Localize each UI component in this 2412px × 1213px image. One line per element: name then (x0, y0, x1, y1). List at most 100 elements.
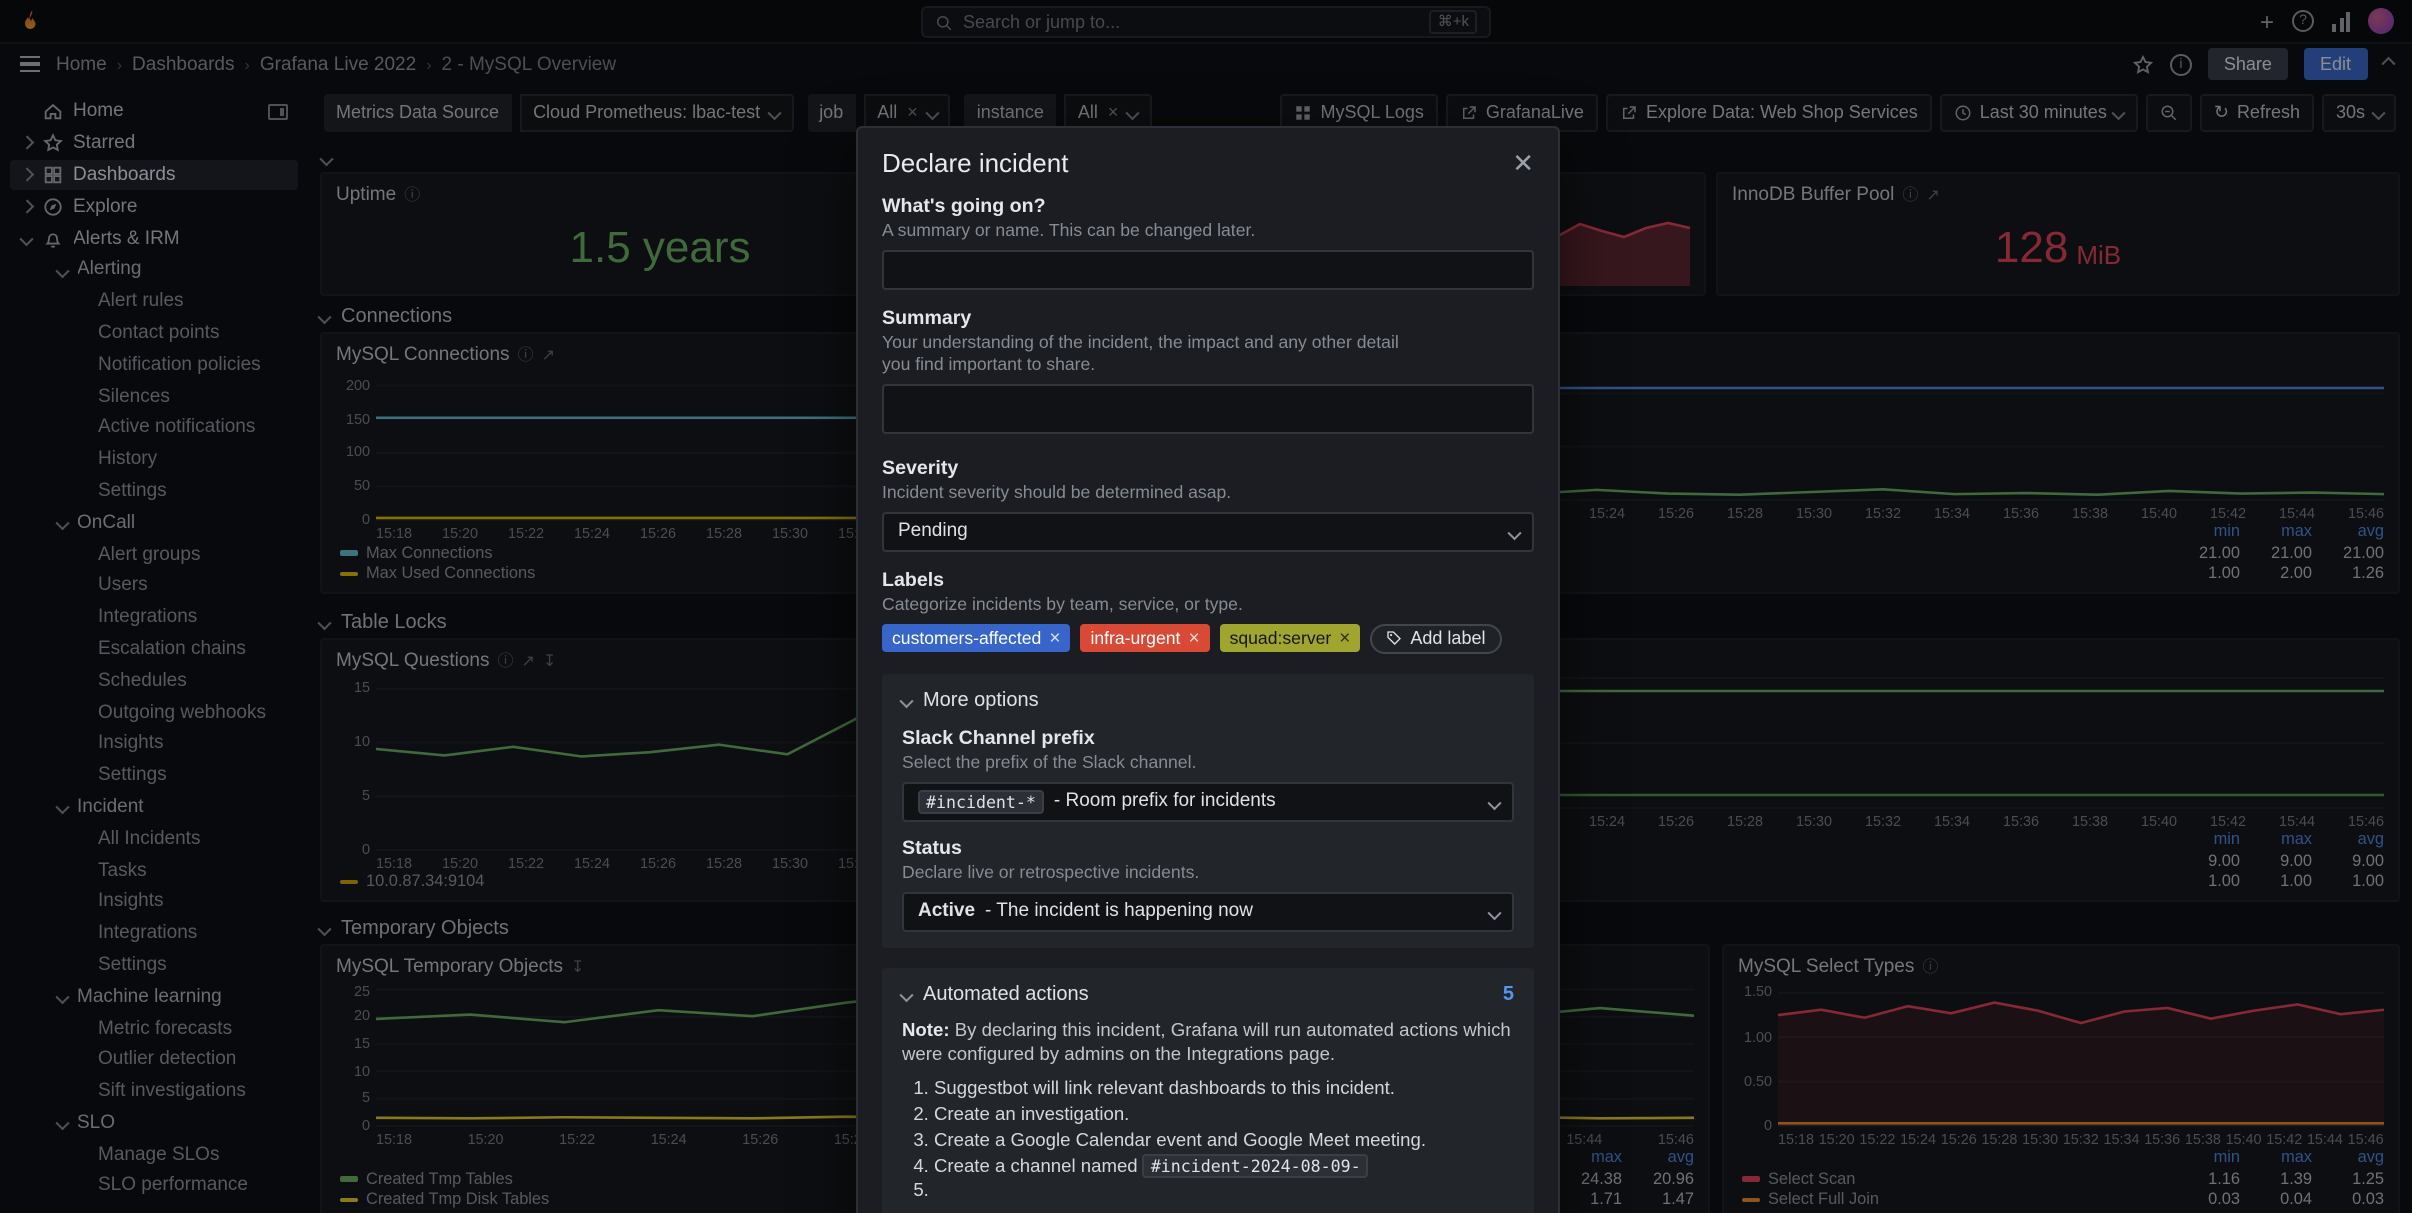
row-table-locks[interactable]: Table Locks (318, 610, 447, 634)
legend-sort-max[interactable]: max (2281, 522, 2312, 540)
refresh-interval-select[interactable]: 30s (2321, 93, 2396, 131)
search-input[interactable]: Search or jump to... ⌘+k (921, 6, 1491, 38)
instance-variable-select[interactable]: All × (1063, 93, 1152, 131)
legend-row[interactable]: 21.00 21.00 21.00 (1386, 542, 2384, 563)
legend-item[interactable]: 10.0.87.34:9104 (340, 871, 1336, 892)
sidebar-item-home[interactable]: Home (10, 96, 298, 128)
breadcrumb-item-dashboards[interactable]: Dashboards (132, 53, 235, 75)
panel-title[interactable]: InnoDB Buffer Pool (1732, 184, 1895, 206)
incident-name-input[interactable] (882, 249, 1534, 290)
zoom-out-button[interactable] (2145, 93, 2192, 131)
close-icon[interactable]: ✕ (1512, 148, 1534, 178)
legend-sort-max[interactable]: max (1591, 1148, 1622, 1166)
refresh-button[interactable]: ↻ Refresh (2199, 93, 2314, 131)
legend-row[interactable]: Select Scan 1.16 1.39 1.25 (1742, 1168, 2384, 1189)
legend-swatch (340, 879, 358, 884)
star-icon[interactable] (2132, 53, 2154, 75)
channel-name-code: #incident-2024-08-09- (1142, 1153, 1369, 1178)
job-variable-label: job (807, 93, 856, 131)
info-icon[interactable]: ⓘ (404, 185, 421, 203)
panel-title[interactable]: MySQL Select Types (1738, 956, 1915, 978)
breadcrumb-item-grafana-live-2022[interactable]: Grafana Live 2022 (259, 53, 417, 75)
x-axis-label: 15:20 (467, 1130, 504, 1148)
info-icon[interactable]: ⓘ (1902, 185, 1919, 203)
info-icon[interactable]: ⓘ (497, 651, 514, 669)
info-circle-icon[interactable]: i (2169, 53, 2192, 75)
legend-value: 1.39 (2280, 1169, 2312, 1188)
row-temporary-objects[interactable]: Temporary Objects (318, 916, 509, 940)
x-axis-label: 15:40 (2225, 1130, 2262, 1148)
panel-title[interactable]: Uptime (336, 184, 397, 206)
legend-row[interactable]: 1.00 1.00 1.00 (1386, 871, 2384, 892)
grafana-logo[interactable] (18, 7, 46, 35)
row-connections[interactable]: Connections (318, 304, 452, 328)
label-chip-customers-affected[interactable]: customers-affected × (882, 624, 1071, 653)
activity-icon[interactable] (2332, 11, 2350, 31)
panel-title[interactable]: MySQL Questions (336, 650, 490, 672)
legend-sort-max[interactable]: max (2281, 830, 2312, 848)
remove-label-icon[interactable]: × (1049, 627, 1061, 650)
job-variable-select[interactable]: All × (863, 93, 951, 131)
legend-row[interactable]: 1.00 2.00 1.26 (1386, 563, 2384, 584)
menu-toggle-icon[interactable] (20, 56, 40, 72)
external-link-icon[interactable]: ↗ (521, 651, 535, 669)
sidebar-item-alerts-irm[interactable]: Alerts & IRM (10, 222, 298, 254)
legend-item[interactable]: Max Connections (340, 542, 1336, 563)
clear-icon[interactable]: × (1107, 102, 1119, 122)
panel-title[interactable]: MySQL Temporary Objects (336, 956, 564, 978)
legend-item[interactable]: Max Used Connections (340, 563, 1336, 584)
download-icon[interactable]: ↧ (571, 957, 585, 975)
legend-label: 10.0.87.34:9104 (366, 872, 485, 891)
external-link-icon[interactable]: ↗ (1926, 185, 1940, 203)
legend-sort-avg[interactable]: avg (2357, 830, 2384, 848)
time-series-chart[interactable]: 0 0.50 1.00 1.50 15:18 15:20 15:22 15:24 15:26 15… (1738, 984, 2385, 1148)
legend-sort-avg[interactable]: avg (1667, 1148, 1694, 1166)
x-axis-label: 15:36 (2003, 812, 2039, 830)
legend-swatch (340, 1197, 358, 1202)
dock-sidebar-icon[interactable] (268, 104, 288, 120)
remove-label-icon[interactable]: × (1339, 627, 1351, 650)
sidebar-item-dashboards[interactable]: Dashboards (10, 159, 298, 191)
legend-sort-min[interactable]: min (2213, 522, 2240, 540)
sidebar-item-explore[interactable]: Explore (10, 191, 298, 223)
sidebar-item-starred[interactable]: Starred (10, 128, 298, 160)
legend-row[interactable]: 9.00 9.00 9.00 (1386, 850, 2384, 871)
mysql-logs-button[interactable]: MySQL Logs (1280, 93, 1438, 131)
label-chip-infra-urgent[interactable]: infra-urgent × (1080, 624, 1210, 653)
remove-label-icon[interactable]: × (1188, 627, 1200, 650)
legend-sort-max[interactable]: max (2281, 1148, 2312, 1166)
legend-sort-avg[interactable]: avg (2357, 522, 2384, 540)
breadcrumb-item-home[interactable]: Home (56, 53, 107, 75)
panel-title[interactable]: MySQL Connections (336, 344, 510, 366)
status-select[interactable]: Active - The incident is happening now (902, 891, 1514, 932)
external-link-icon[interactable]: ↗ (541, 345, 555, 363)
info-icon[interactable]: ⓘ (1922, 957, 1939, 975)
search-icon (936, 14, 952, 30)
time-range-picker[interactable]: Last 30 minutes (1939, 93, 2138, 131)
info-icon[interactable]: ⓘ (517, 345, 534, 363)
x-axis-label: 15:30 (772, 524, 808, 542)
clear-icon[interactable]: × (907, 102, 918, 122)
legend-sort-min[interactable]: min (2213, 1148, 2240, 1166)
legend-sort-min[interactable]: min (2213, 830, 2240, 848)
add-icon[interactable]: + (2259, 7, 2274, 35)
slack-prefix-select[interactable]: #incident-* - Room prefix for incidents (902, 781, 1514, 822)
download-icon[interactable]: ↧ (542, 651, 557, 669)
user-avatar[interactable] (2368, 8, 2394, 34)
more-options-toggle[interactable]: More options (900, 690, 1514, 712)
severity-select[interactable]: Pending (882, 511, 1534, 552)
share-button[interactable]: Share (2207, 48, 2288, 80)
legend-label: Created Tmp Tables (366, 1169, 513, 1188)
summary-textarea[interactable] (882, 383, 1534, 434)
help-icon[interactable]: ? (2292, 10, 2314, 32)
automated-actions-toggle[interactable]: Automated actions 5 (900, 984, 1514, 1006)
legend-row[interactable]: Select Full Join 0.03 0.04 0.03 (1742, 1189, 2384, 1210)
grafana-live-button[interactable]: GrafanaLive (1445, 93, 1598, 131)
add-label-button[interactable]: Add label (1370, 623, 1502, 654)
label-chip-squad-server[interactable]: squad:server × (1219, 624, 1361, 653)
explore-data-button[interactable]: Explore Data: Web Shop Services (1605, 93, 1932, 131)
datasource-variable-select[interactable]: Cloud Prometheus: lbac-test (519, 93, 794, 131)
automated-action-item (934, 1179, 1514, 1205)
legend-sort-avg[interactable]: avg (2357, 1148, 2384, 1166)
edit-button[interactable]: Edit (2303, 48, 2367, 80)
